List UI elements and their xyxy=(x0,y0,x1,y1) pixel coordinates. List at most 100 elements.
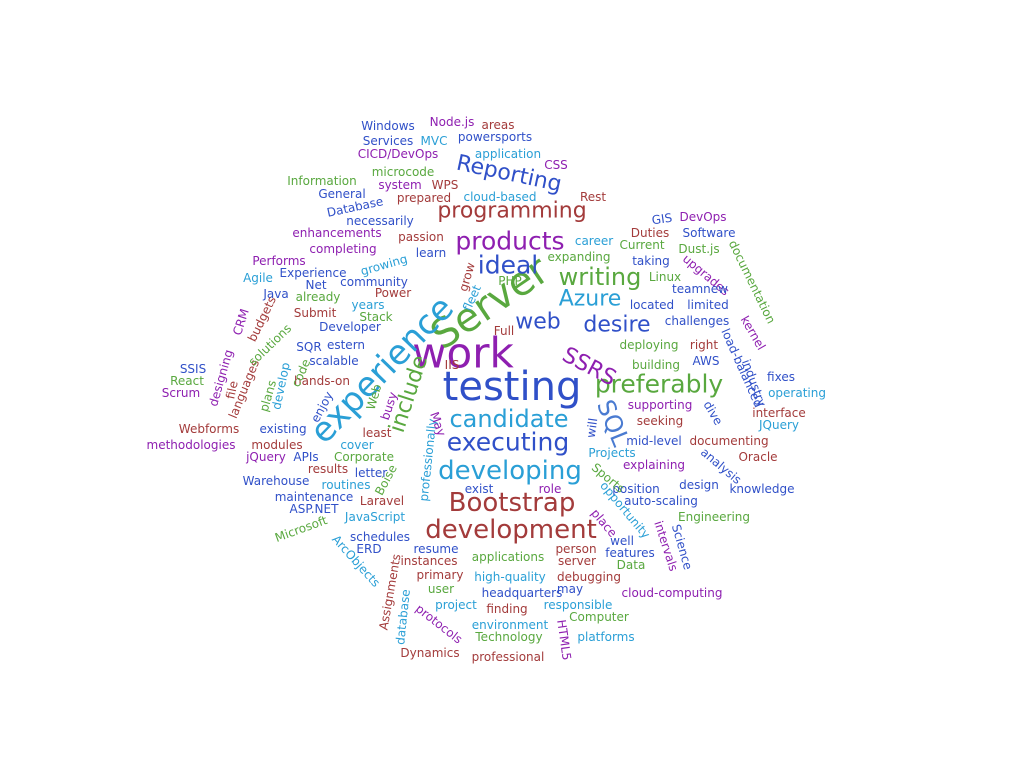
word-web: web xyxy=(515,310,561,335)
word-scrum: Scrum xyxy=(162,386,200,400)
word-headquarters: headquarters xyxy=(482,586,563,600)
word-performs: Performs xyxy=(252,254,305,268)
word-dynamics: Dynamics xyxy=(400,646,459,660)
word-writing: writing xyxy=(559,263,642,291)
word-expanding: expanding xyxy=(547,250,610,264)
word-platforms: platforms xyxy=(577,630,634,644)
word-professional: professional xyxy=(472,650,545,664)
word-mvc: MVC xyxy=(421,134,448,148)
word-explaining: explaining xyxy=(623,458,685,472)
word-high-quality: high-quality xyxy=(474,570,546,584)
word-hands-on: hands-on xyxy=(294,374,350,388)
word-cloud-computing: cloud-computing xyxy=(622,586,723,600)
word-project: project xyxy=(435,598,477,612)
word-products: products xyxy=(455,227,564,256)
word-career: career xyxy=(575,234,613,248)
word-modules: modules xyxy=(251,438,302,452)
word-enhancements: enhancements xyxy=(292,226,381,240)
word-preferably: preferably xyxy=(595,370,724,399)
word-debugging: debugging xyxy=(557,570,621,584)
word-person: person xyxy=(555,542,596,556)
word-well: well xyxy=(610,534,634,548)
word-located: located xyxy=(630,298,674,312)
word-experience: Experience xyxy=(280,266,347,280)
word-cicd-devops: CICD/DevOps xyxy=(358,147,439,161)
word-passion: passion xyxy=(398,230,444,244)
word-submit: Submit xyxy=(294,306,337,320)
word-position: position xyxy=(612,482,660,496)
word-warehouse: Warehouse xyxy=(243,474,310,488)
word-deploying: deploying xyxy=(620,338,679,352)
word-resume: resume xyxy=(414,542,459,556)
word-node-js: Node.js xyxy=(430,115,475,129)
word-years: years xyxy=(351,298,384,312)
word-finding: finding xyxy=(486,602,527,616)
word-documenting: documenting xyxy=(689,434,768,448)
word-scalable: scalable xyxy=(309,354,358,368)
word-exist: exist xyxy=(465,482,494,496)
word-schedules: schedules xyxy=(350,530,410,544)
word-linux: Linux xyxy=(649,270,681,284)
word-existing: existing xyxy=(259,422,306,436)
word-microsoft: Microsoft xyxy=(273,513,329,545)
word-azure: Azure xyxy=(559,287,622,312)
word-letter: letter xyxy=(355,466,388,480)
word-responsible: responsible xyxy=(544,598,613,612)
word-design: design xyxy=(679,478,719,492)
word-features: features xyxy=(605,546,655,560)
word-already: already xyxy=(296,290,341,304)
word-executing: executing xyxy=(447,428,569,457)
word-application: application xyxy=(475,147,541,161)
word-learn: learn xyxy=(416,246,446,260)
word-testing: testing xyxy=(443,364,582,410)
word-webforms: Webforms xyxy=(179,422,239,436)
word-system: system xyxy=(378,178,421,192)
word-knowledge: knowledge xyxy=(729,482,794,496)
word-seeking: seeking xyxy=(637,414,684,428)
word-sqr: SQR xyxy=(296,340,321,354)
word-will: will xyxy=(584,417,601,439)
word-erd: ERD xyxy=(356,542,381,556)
word-file: file xyxy=(223,380,240,401)
word-challenges: challenges xyxy=(665,314,729,328)
word-agile: Agile xyxy=(243,271,273,285)
word-services: Services xyxy=(363,134,414,148)
word-power: Power xyxy=(375,286,411,300)
word-work: work xyxy=(412,329,514,378)
word-limited: limited xyxy=(687,298,728,312)
word-methodologies: methodologies xyxy=(147,438,236,452)
word-microcode: microcode xyxy=(372,165,435,179)
word-completing: completing xyxy=(309,242,376,256)
word-server: server xyxy=(558,554,596,568)
word-documentation: documentation xyxy=(726,238,778,326)
word-duties: Duties xyxy=(631,226,670,240)
word-teamnew: teamnew xyxy=(672,282,728,296)
word-results: results xyxy=(308,462,348,476)
word-oracle: Oracle xyxy=(738,450,777,464)
word-wps: WPS xyxy=(432,178,459,192)
word-ssis: SSIS xyxy=(180,362,206,376)
word-web: Web xyxy=(364,382,385,411)
word-aws: AWS xyxy=(692,354,719,368)
word-general: General xyxy=(318,187,365,201)
word-cloud-based: cloud-based xyxy=(463,190,536,204)
word-cover: cover xyxy=(340,438,373,452)
word-operating: operating xyxy=(768,386,826,400)
word-laravel: Laravel xyxy=(360,494,404,508)
word-environment: environment xyxy=(472,618,549,632)
word-projects: Projects xyxy=(588,446,635,460)
word-php: PHP xyxy=(498,274,522,288)
word-interface: interface xyxy=(752,406,806,420)
word-full: Full xyxy=(494,324,515,338)
word-prepared: prepared xyxy=(397,191,451,205)
word-instances: instances xyxy=(400,554,457,568)
word-windows: Windows xyxy=(361,119,415,133)
word-programming: programming xyxy=(437,199,586,224)
word-jquery: JQuery xyxy=(758,418,799,432)
word-react: React xyxy=(170,374,204,388)
word-jquery: jQuery xyxy=(245,450,286,464)
word-net: Net xyxy=(305,278,326,292)
word-software: Software xyxy=(683,226,736,240)
word-auto-scaling: auto-scaling xyxy=(624,494,698,508)
